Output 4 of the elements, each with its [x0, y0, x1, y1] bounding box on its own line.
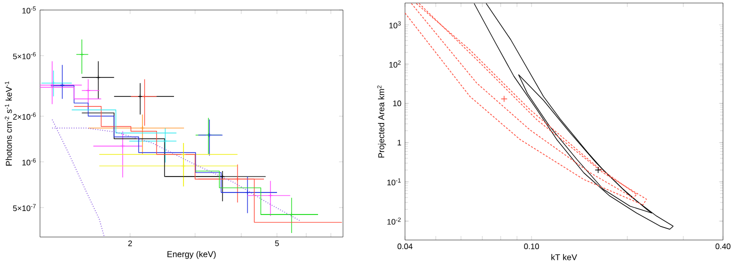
- y-axis-title: Photons cm$^{-2}$ s$^{-1}$ keV$^{-1}$: [4, 82, 12, 166]
- x-axis-title: kT keV: [551, 254, 578, 260]
- y-axis-title: Projected Area km$^{2}$: [377, 86, 386, 158]
- x-axis-title: Energy (keV): [167, 250, 216, 259]
